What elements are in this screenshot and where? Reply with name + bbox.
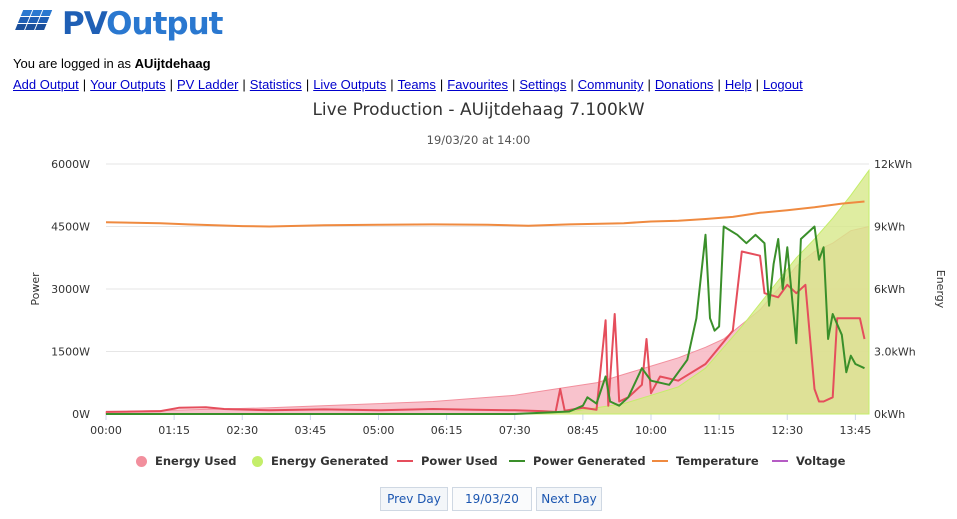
legend-power-used-label: Power Used xyxy=(421,454,498,468)
y-left-tick-label: 1500W xyxy=(51,346,90,359)
site-logo[interactable]: PVOutput xyxy=(12,4,224,44)
x-tick-label: 13:45 xyxy=(840,424,872,437)
nav-link-pv-ladder[interactable]: PV Ladder xyxy=(176,77,239,92)
legend-temperature[interactable]: Temperature xyxy=(652,454,759,468)
legend-energy-generated-symbol xyxy=(252,455,263,467)
legend-voltage[interactable]: Voltage xyxy=(772,454,845,468)
chart-legend: Energy Used Energy Generated Power Used … xyxy=(0,454,957,472)
y-left-tick-label: 0W xyxy=(72,408,90,421)
y-right-tick-label: 12kWh xyxy=(874,158,912,171)
legend-energy-used[interactable]: Energy Used xyxy=(136,454,236,468)
nav-link-logout[interactable]: Logout xyxy=(762,77,803,92)
logo-text-output: Output xyxy=(106,6,223,42)
y-right-tick-label: 0kWh xyxy=(874,408,905,421)
legend-power-used-symbol xyxy=(397,460,413,462)
nav-link-add-output[interactable]: Add Output xyxy=(13,77,79,92)
y-right-tick-label: 6kWh xyxy=(874,283,905,296)
nav-separator: | xyxy=(439,77,444,92)
x-tick-label: 02:30 xyxy=(226,424,258,437)
nav-link-community[interactable]: Community xyxy=(577,77,644,92)
power-generated-line xyxy=(106,225,865,415)
chart-title: Live Production - AUijtdehaag 7.100kW xyxy=(312,100,645,120)
prev-day-button[interactable]: Prev Day xyxy=(380,487,448,511)
legend-temperature-label: Temperature xyxy=(676,454,759,468)
x-tick-label: 11:15 xyxy=(703,424,735,437)
legend-power-generated-label: Power Generated xyxy=(533,454,646,468)
energy-generated-area xyxy=(106,168,870,415)
nav-separator: | xyxy=(390,77,394,92)
y-right-tick-label: 3.0kWh xyxy=(874,346,916,359)
y-left-axis-title: Power xyxy=(29,272,42,306)
x-tick-label: 12:30 xyxy=(771,424,803,437)
legend-power-generated[interactable]: Power Generated xyxy=(509,454,646,468)
y-left-tick-label: 3000W xyxy=(51,283,90,296)
legend-energy-used-label: Energy Used xyxy=(155,454,237,468)
login-prefix: You are logged in as xyxy=(13,56,135,71)
nav-separator: | xyxy=(647,77,651,92)
y-right-axis-title: Energy xyxy=(934,270,947,309)
x-tick-label: 07:30 xyxy=(499,424,531,437)
legend-voltage-label: Voltage xyxy=(796,454,846,468)
current-date-display: 19/03/20 xyxy=(452,487,532,511)
chart-subtitle: 19/03/20 at 14:00 xyxy=(426,133,531,147)
logo-wordmark: PVOutput xyxy=(62,4,224,44)
nav-separator: | xyxy=(511,77,516,92)
nav-separator: | xyxy=(169,77,173,92)
nav-separator: | xyxy=(242,77,246,92)
legend-energy-generated-label: Energy Generated xyxy=(271,454,389,468)
nav-separator: | xyxy=(717,77,721,92)
y-left-tick-label: 6000W xyxy=(51,158,90,171)
nav-link-help[interactable]: Help xyxy=(724,77,752,92)
x-tick-label: 06:15 xyxy=(431,424,463,437)
x-tick-label: 00:00 xyxy=(90,424,122,437)
nav-link-statistics[interactable]: Statistics xyxy=(249,77,302,92)
login-status: You are logged in as AUijtdehaag xyxy=(13,56,211,71)
x-tick-label: 10:00 xyxy=(635,424,667,437)
legend-power-generated-symbol xyxy=(509,460,525,462)
main-nav: Add Output | Your Outputs | PV Ladder | Statis… xyxy=(13,77,803,92)
legend-power-used[interactable]: Power Used xyxy=(397,454,498,468)
temperature-line xyxy=(105,200,865,228)
nav-link-teams[interactable]: Teams xyxy=(397,77,436,92)
username: AUijtdehaag xyxy=(134,56,211,71)
x-tick-label: 03:45 xyxy=(295,424,327,437)
legend-voltage-symbol xyxy=(772,460,788,462)
nav-link-live-outputs[interactable]: Live Outputs xyxy=(313,77,387,92)
x-tick-label: 01:15 xyxy=(158,424,190,437)
nav-link-settings[interactable]: Settings xyxy=(519,77,567,92)
logo-text-pv: PV xyxy=(62,6,107,42)
nav-separator: | xyxy=(570,77,574,92)
next-day-button[interactable]: Next Day xyxy=(536,487,602,511)
x-tick-label: 08:45 xyxy=(567,424,599,437)
solar-panel-logo-icon xyxy=(15,10,53,30)
nav-link-donations[interactable]: Donations xyxy=(654,77,714,92)
nav-separator: | xyxy=(305,77,310,92)
x-tick-label: 05:00 xyxy=(363,424,395,437)
nav-link-your-outputs[interactable]: Your Outputs xyxy=(90,77,166,92)
nav-separator: | xyxy=(755,77,759,92)
legend-energy-used-symbol xyxy=(136,455,147,467)
legend-temperature-symbol xyxy=(652,460,668,462)
y-right-tick-label: 9kWh xyxy=(874,221,905,234)
legend-energy-generated[interactable]: Energy Generated xyxy=(252,454,388,468)
nav-link-favourites[interactable]: Favourites xyxy=(447,77,508,92)
y-left-tick-label: 4500W xyxy=(51,221,90,234)
nav-separator: | xyxy=(82,77,87,92)
